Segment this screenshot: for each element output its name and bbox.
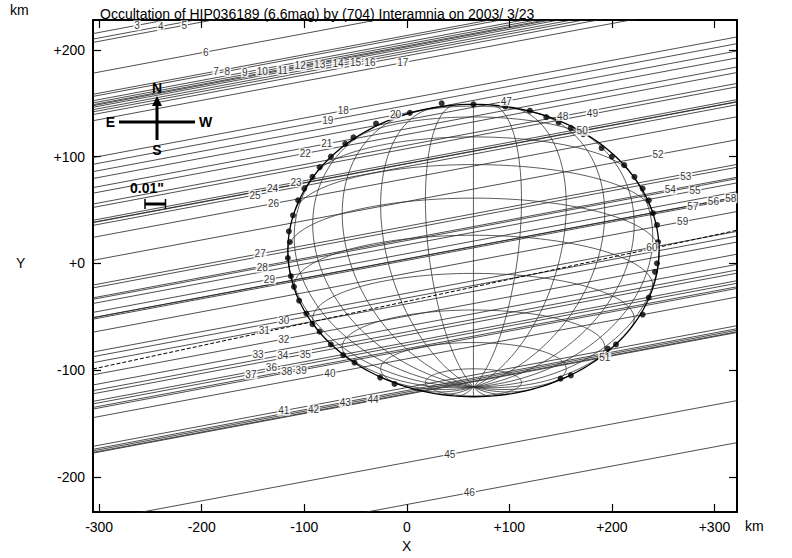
svg-text:27: 27 <box>255 248 267 259</box>
svg-text:48: 48 <box>557 111 569 122</box>
svg-text:+100: +100 <box>53 149 85 165</box>
svg-text:50: 50 <box>577 125 589 136</box>
svg-text:44: 44 <box>367 394 379 405</box>
svg-text:+100: +100 <box>494 519 526 535</box>
svg-text:36: 36 <box>266 362 278 373</box>
svg-text:N: N <box>152 80 162 96</box>
svg-text:10: 10 <box>257 66 269 77</box>
svg-text:42: 42 <box>308 404 320 415</box>
svg-text:+200: +200 <box>596 519 628 535</box>
svg-text:51: 51 <box>599 352 611 363</box>
svg-text:57: 57 <box>687 201 699 212</box>
svg-text:S: S <box>152 142 161 158</box>
svg-text:28: 28 <box>257 262 269 273</box>
svg-text:+300: +300 <box>699 519 731 535</box>
svg-text:-200: -200 <box>57 469 85 485</box>
svg-text:11: 11 <box>278 65 289 76</box>
svg-text:26: 26 <box>268 198 280 209</box>
svg-text:45: 45 <box>444 449 456 460</box>
svg-text:-200: -200 <box>188 519 216 535</box>
svg-text:20: 20 <box>390 109 402 120</box>
svg-text:0: 0 <box>403 519 411 535</box>
svg-text:43: 43 <box>340 397 352 408</box>
svg-text:39: 39 <box>296 365 308 376</box>
svg-text:8: 8 <box>225 66 231 77</box>
svg-text:30: 30 <box>278 315 290 326</box>
svg-text:5: 5 <box>181 20 187 31</box>
svg-text:47: 47 <box>501 96 513 107</box>
svg-text:+0: +0 <box>69 255 85 271</box>
svg-text:+200: +200 <box>53 42 85 58</box>
svg-text:49: 49 <box>587 108 599 119</box>
svg-text:60: 60 <box>646 242 658 253</box>
svg-text:55: 55 <box>689 185 701 196</box>
svg-text:31: 31 <box>259 325 271 336</box>
svg-text:km: km <box>10 2 29 18</box>
svg-text:9: 9 <box>242 67 248 78</box>
svg-text:12: 12 <box>295 60 307 71</box>
svg-text:58: 58 <box>725 193 737 204</box>
svg-text:E: E <box>106 114 115 130</box>
svg-text:0.01": 0.01" <box>130 180 164 196</box>
svg-text:X: X <box>402 538 412 554</box>
svg-text:W: W <box>199 114 213 130</box>
svg-text:38: 38 <box>281 366 293 377</box>
svg-text:33: 33 <box>253 349 265 360</box>
svg-text:15: 15 <box>350 57 362 68</box>
svg-text:21: 21 <box>321 138 333 149</box>
svg-text:19: 19 <box>322 115 334 126</box>
svg-text:25: 25 <box>249 190 261 201</box>
svg-text:13: 13 <box>314 59 326 70</box>
svg-text:6: 6 <box>203 47 209 58</box>
svg-text:-100: -100 <box>57 362 85 378</box>
svg-text:16: 16 <box>364 57 376 68</box>
svg-text:3: 3 <box>134 20 140 31</box>
svg-text:53: 53 <box>680 171 692 182</box>
svg-text:23: 23 <box>290 177 302 188</box>
svg-text:29: 29 <box>264 274 276 285</box>
svg-text:17: 17 <box>397 57 409 68</box>
svg-text:40: 40 <box>324 368 336 379</box>
svg-text:18: 18 <box>338 105 350 116</box>
svg-text:7: 7 <box>213 66 219 77</box>
svg-text:4: 4 <box>158 21 164 32</box>
svg-text:41: 41 <box>278 405 290 416</box>
svg-text:Y: Y <box>16 255 26 271</box>
svg-text:37: 37 <box>245 369 257 380</box>
svg-text:59: 59 <box>677 216 689 227</box>
svg-text:km: km <box>745 518 764 534</box>
svg-text:54: 54 <box>665 184 677 195</box>
svg-text:Occultation of HIP036189 (6.6m: Occultation of HIP036189 (6.6mag) by (70… <box>100 6 534 22</box>
svg-text:35: 35 <box>300 349 312 360</box>
svg-text:46: 46 <box>464 487 476 498</box>
svg-text:34: 34 <box>277 350 289 361</box>
svg-text:24: 24 <box>267 183 279 194</box>
svg-text:56: 56 <box>708 196 720 207</box>
svg-text:52: 52 <box>652 149 664 160</box>
svg-text:-300: -300 <box>85 519 113 535</box>
svg-text:-100: -100 <box>290 519 318 535</box>
svg-text:14: 14 <box>333 58 345 69</box>
svg-text:32: 32 <box>278 334 290 345</box>
svg-text:22: 22 <box>300 148 312 159</box>
